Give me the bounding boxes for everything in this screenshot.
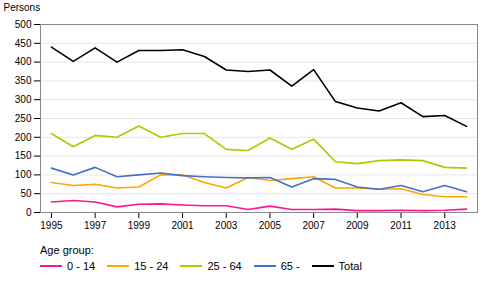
- svg-text:0: 0: [26, 207, 32, 218]
- svg-text:1997: 1997: [84, 220, 107, 231]
- svg-text:Persons: Persons: [4, 2, 41, 13]
- svg-text:100: 100: [15, 169, 32, 180]
- svg-text:1995: 1995: [40, 220, 63, 231]
- svg-text:250: 250: [15, 113, 32, 124]
- svg-text:50: 50: [20, 188, 32, 199]
- svg-text:300: 300: [15, 94, 32, 105]
- html-text:25 - 64: 25 - 64: [207, 260, 242, 272]
- svg-text:2007: 2007: [303, 220, 326, 231]
- svg-text:2003: 2003: [215, 220, 238, 231]
- svg-text:150: 150: [15, 150, 32, 161]
- svg-text:200: 200: [15, 132, 32, 143]
- svg-text:2013: 2013: [434, 220, 457, 231]
- svg-text:2005: 2005: [259, 220, 282, 231]
- html-text:Total: Total: [338, 260, 362, 272]
- html-text:0 - 14: 0 - 14: [67, 260, 96, 272]
- svg-text:450: 450: [15, 38, 32, 49]
- svg-text:2009: 2009: [346, 220, 369, 231]
- html-text:65 -: 65 -: [280, 260, 300, 272]
- svg-text:2001: 2001: [171, 220, 194, 231]
- html-text:Age group:: Age group:: [40, 244, 94, 256]
- svg-text:1999: 1999: [128, 220, 151, 231]
- svg-text:400: 400: [15, 56, 32, 67]
- html-text:15 - 24: 15 - 24: [134, 260, 169, 272]
- svg-text:350: 350: [15, 75, 32, 86]
- svg-text:500: 500: [15, 19, 32, 30]
- svg-text:2011: 2011: [390, 220, 412, 231]
